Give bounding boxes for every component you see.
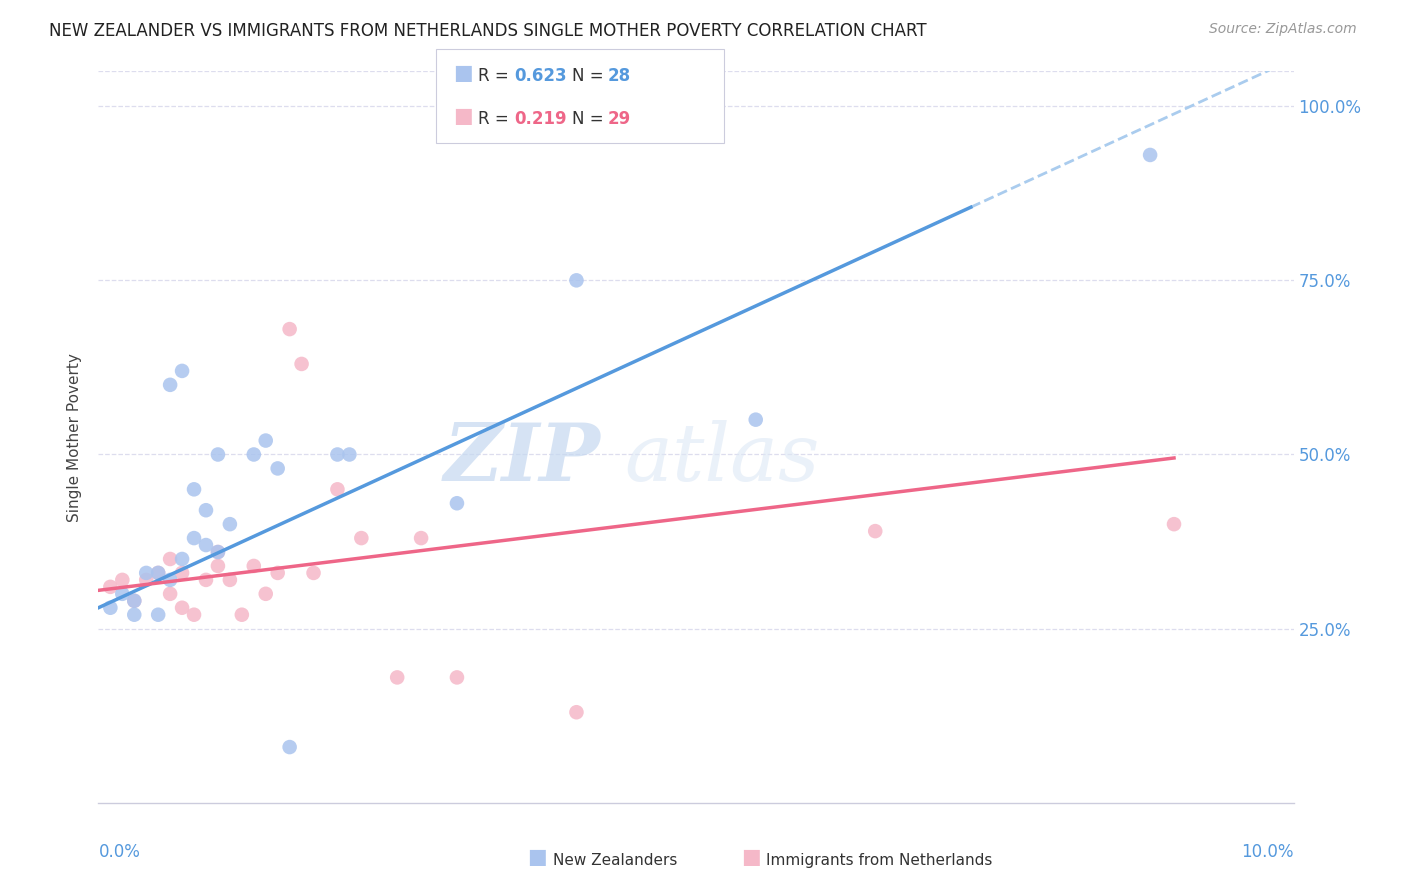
Point [159, 552, 181, 566]
Point [1139, 148, 1161, 162]
Point [254, 587, 277, 601]
Point [219, 517, 242, 532]
Point [172, 566, 194, 580]
Text: 0.0%: 0.0% [98, 843, 141, 861]
Text: 0.623: 0.623 [515, 67, 567, 85]
Point [446, 670, 468, 684]
Point [135, 573, 157, 587]
Point [278, 740, 301, 755]
Point [148, 566, 170, 580]
Point [124, 594, 146, 608]
Point [267, 461, 290, 475]
Point [207, 545, 229, 559]
Point [172, 364, 194, 378]
Text: ■: ■ [453, 63, 472, 83]
Point [339, 448, 361, 462]
Point [195, 538, 218, 552]
Point [207, 558, 229, 573]
Text: ■: ■ [741, 847, 761, 867]
Point [254, 434, 277, 448]
Point [865, 524, 887, 538]
Point [243, 558, 266, 573]
Point [350, 531, 373, 545]
Point [148, 566, 170, 580]
Text: New Zealanders: New Zealanders [553, 854, 676, 868]
Point [1163, 517, 1185, 532]
Point [385, 670, 409, 684]
Text: Immigrants from Netherlands: Immigrants from Netherlands [766, 854, 993, 868]
Point [183, 607, 205, 622]
Point [446, 496, 468, 510]
Point [111, 573, 134, 587]
Text: ■: ■ [453, 106, 472, 126]
Point [219, 573, 242, 587]
Point [278, 322, 301, 336]
Point [183, 483, 205, 497]
Point [111, 587, 134, 601]
Text: N =: N = [572, 110, 609, 128]
Y-axis label: Single Mother Poverty: Single Mother Poverty [67, 352, 83, 522]
Text: ZIP: ZIP [443, 420, 600, 498]
Point [195, 503, 218, 517]
Text: NEW ZEALANDER VS IMMIGRANTS FROM NETHERLANDS SINGLE MOTHER POVERTY CORRELATION C: NEW ZEALANDER VS IMMIGRANTS FROM NETHERL… [49, 22, 927, 40]
Point [135, 566, 157, 580]
Point [159, 587, 181, 601]
Point [411, 531, 433, 545]
Text: Source: ZipAtlas.com: Source: ZipAtlas.com [1209, 22, 1357, 37]
Point [565, 705, 588, 719]
Point [159, 573, 181, 587]
Text: 29: 29 [607, 110, 631, 128]
Point [326, 448, 349, 462]
Text: 28: 28 [607, 67, 630, 85]
Text: 10.0%: 10.0% [1241, 843, 1294, 861]
Text: R =: R = [478, 110, 515, 128]
Point [291, 357, 314, 371]
Point [302, 566, 325, 580]
Point [98, 580, 122, 594]
Point [172, 552, 194, 566]
Point [195, 573, 218, 587]
Point [745, 412, 768, 426]
Point [326, 483, 349, 497]
Point [243, 448, 266, 462]
Point [98, 600, 122, 615]
Point [207, 448, 229, 462]
Point [148, 607, 170, 622]
Text: R =: R = [478, 67, 515, 85]
Point [124, 594, 146, 608]
Point [183, 531, 205, 545]
Text: 0.219: 0.219 [515, 110, 567, 128]
Text: atlas: atlas [624, 420, 820, 498]
Point [267, 566, 290, 580]
Point [565, 273, 588, 287]
Point [159, 377, 181, 392]
Point [207, 545, 229, 559]
Text: ■: ■ [527, 847, 547, 867]
Point [231, 607, 253, 622]
Point [124, 607, 146, 622]
Point [172, 600, 194, 615]
Text: N =: N = [572, 67, 609, 85]
